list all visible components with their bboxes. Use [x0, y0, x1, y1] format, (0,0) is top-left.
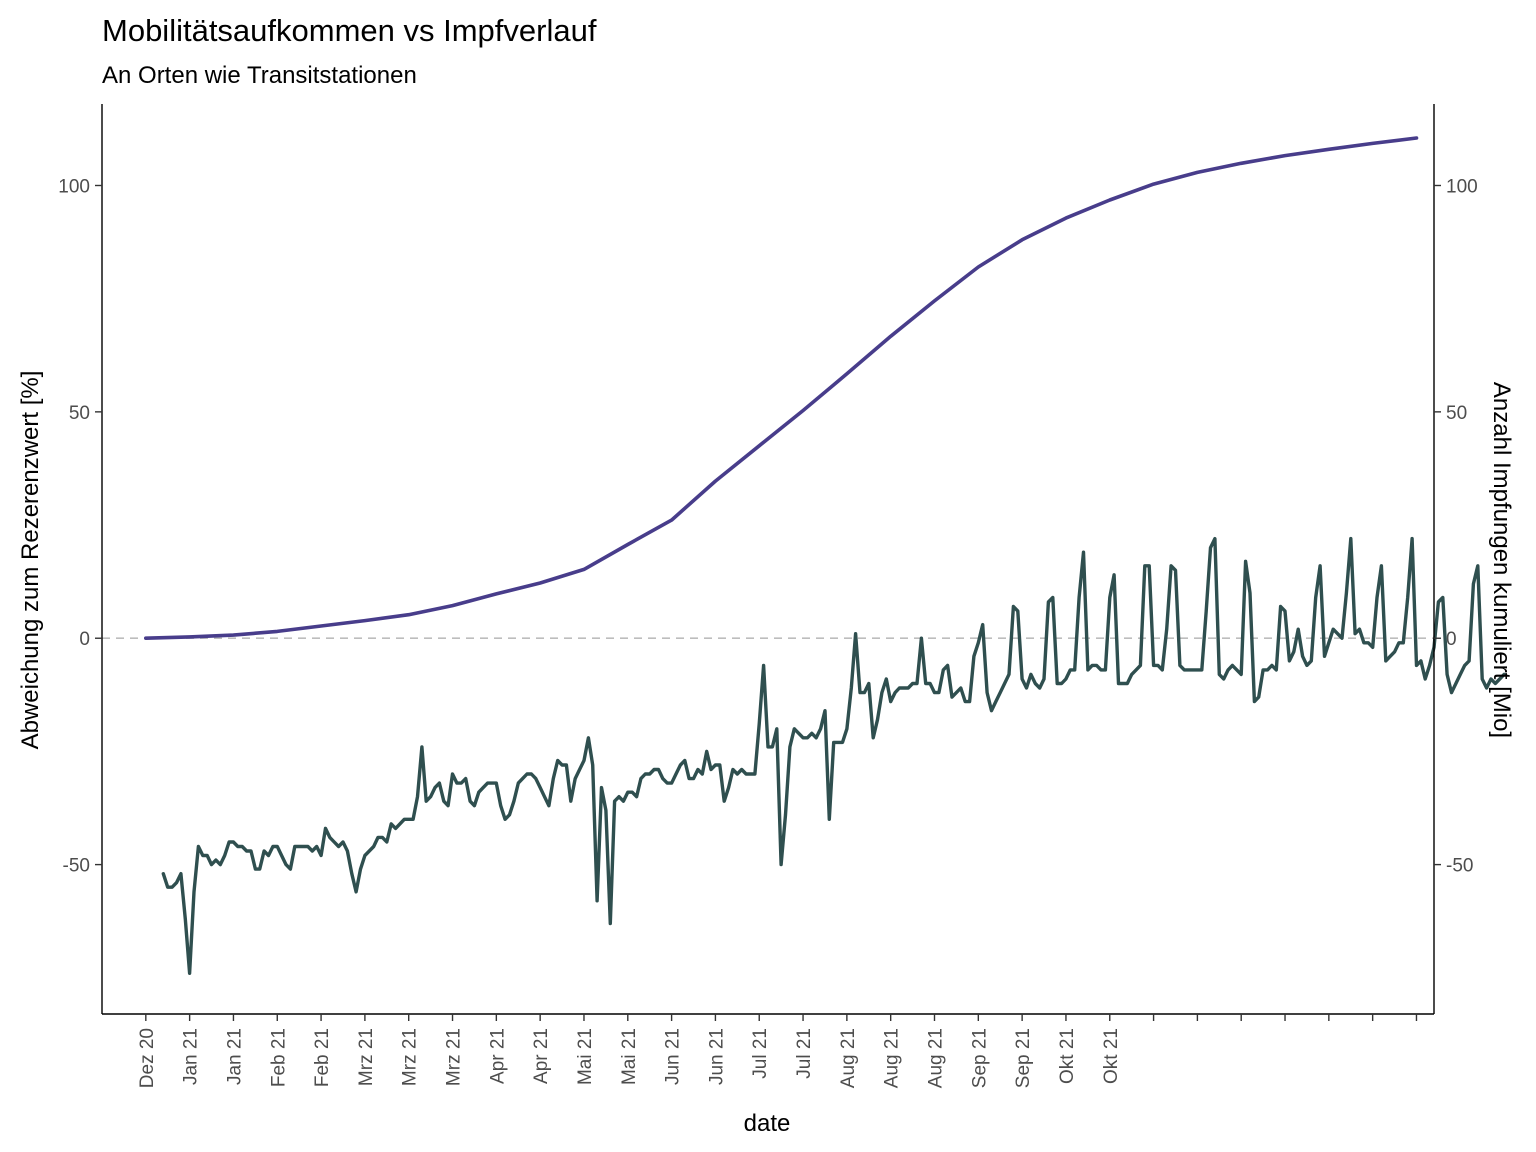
x-tick-label: Apr 21 — [531, 1028, 552, 1084]
y-tick-label-right: 0 — [1446, 629, 1457, 650]
y-tick-label-right: 50 — [1446, 403, 1467, 424]
y-tick-label-left: 100 — [58, 176, 90, 197]
x-tick-label: Dez 20 — [137, 1028, 158, 1088]
x-tick-label: Jun 21 — [663, 1028, 684, 1085]
x-tick-label: Okt 21 — [1057, 1028, 1078, 1084]
x-tick-label: Jan 21 — [224, 1028, 245, 1085]
x-tick-label: Mai 21 — [575, 1028, 596, 1085]
y-tick-label-left: 0 — [79, 629, 90, 650]
y-tick-label-left: 50 — [69, 403, 90, 424]
x-tick-label: Aug 21 — [838, 1028, 859, 1088]
x-tick-label: Jul 21 — [750, 1028, 771, 1079]
chart-subtitle: An Orten wie Transitstationen — [102, 62, 417, 89]
x-tick-label: Mrz 21 — [356, 1028, 377, 1086]
x-tick-label: Mai 21 — [619, 1028, 640, 1085]
y-axis-left-title: Abweichung zum Rezerenzwert [%] — [17, 371, 44, 750]
y-tick-label-right: -50 — [1446, 856, 1473, 877]
x-tick-label: Jan 21 — [181, 1028, 202, 1085]
x-tick-label: Aug 21 — [882, 1028, 903, 1088]
x-tick-label: Apr 21 — [487, 1028, 508, 1084]
x-tick-label: Jul 21 — [794, 1028, 815, 1079]
x-tick-label: Aug 21 — [926, 1028, 947, 1088]
x-tick-label: Mrz 21 — [400, 1028, 421, 1086]
x-tick-label: Mrz 21 — [444, 1028, 465, 1086]
x-tick-label: Sep 21 — [969, 1028, 990, 1088]
x-tick-label: Feb 21 — [312, 1028, 333, 1087]
y-tick-label-left: -50 — [63, 856, 90, 877]
x-tick-label: Okt 21 — [1101, 1028, 1122, 1084]
y-axis-right-title: Anzahl Impfungen kumuliert [Mio] — [1488, 382, 1515, 738]
x-tick-label: Feb 21 — [268, 1028, 289, 1087]
x-axis-title: date — [744, 1110, 791, 1137]
y-tick-label-right: 100 — [1446, 176, 1478, 197]
series-line-mobility — [161, 536, 1506, 975]
chart-title: Mobilitätsaufkommen vs Impfverlauf — [102, 13, 597, 48]
series-line-vaccinations — [144, 136, 1419, 640]
x-tick-label: Jun 21 — [706, 1028, 727, 1085]
x-tick-label: Sep 21 — [1013, 1028, 1034, 1088]
